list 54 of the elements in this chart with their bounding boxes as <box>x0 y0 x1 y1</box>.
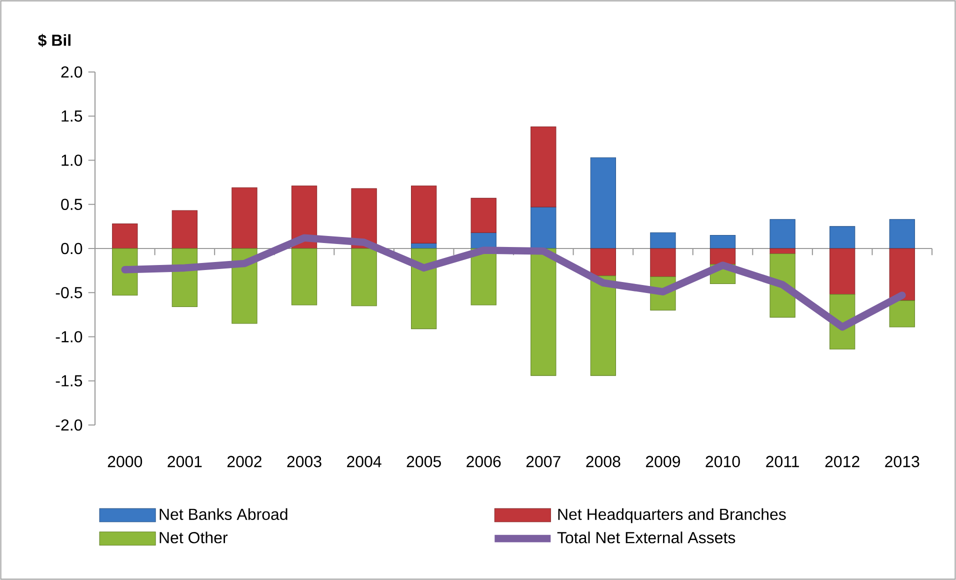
legend-label: Net Banks Abroad <box>160 508 288 520</box>
x-tick-label: 2002 <box>227 456 262 468</box>
y-axis-title: $ Bil <box>38 34 70 47</box>
y-tick-label: -2.0 <box>56 419 82 431</box>
bar <box>829 226 856 249</box>
x-tick-label: 2000 <box>108 456 142 468</box>
x-tick-label: 2011 <box>766 456 799 468</box>
bar <box>889 219 915 249</box>
bar <box>770 248 796 254</box>
bar <box>829 248 856 295</box>
x-tick-label: 2013 <box>885 456 920 468</box>
y-tick-label: -0.5 <box>56 286 82 298</box>
y-tick-label: -1.0 <box>56 331 82 342</box>
y-tick-label: 0.5 <box>61 198 82 210</box>
bar <box>411 248 437 330</box>
bar <box>351 248 377 306</box>
y-tick-label: 1.5 <box>62 110 82 122</box>
bar <box>232 187 258 249</box>
bar <box>590 157 616 249</box>
bar <box>470 198 496 233</box>
bar <box>411 186 437 244</box>
bar <box>172 210 198 249</box>
legend-label: Total Net External Assets <box>557 532 736 544</box>
bar <box>590 248 616 276</box>
x-tick-label: 2010 <box>706 456 740 468</box>
bar <box>710 234 736 249</box>
x-tick-label: 2004 <box>347 456 382 468</box>
bar <box>530 126 556 208</box>
bar <box>112 248 138 296</box>
bar <box>530 248 556 376</box>
x-tick-label: 2005 <box>406 456 441 468</box>
bar <box>710 248 736 265</box>
bar <box>291 248 318 306</box>
bar <box>770 219 796 249</box>
bar <box>590 276 616 376</box>
y-tick-label: 1.0 <box>62 154 82 166</box>
y-tick-label: 2.0 <box>61 66 82 78</box>
bar <box>530 206 556 249</box>
bar <box>650 232 676 249</box>
bar <box>889 248 915 301</box>
x-tick-label: 2012 <box>825 456 860 468</box>
x-tick-label: 2009 <box>646 456 680 468</box>
y-tick-label: 0.0 <box>61 242 82 254</box>
x-tick-label: 2006 <box>466 456 501 468</box>
legend-label: Net Headquarters and Branches <box>558 508 786 524</box>
bar <box>889 300 915 328</box>
x-tick-label: 2003 <box>287 456 322 468</box>
x-tick-label: 2008 <box>586 456 620 468</box>
x-tick-label: 2001 <box>168 456 202 468</box>
x-tick-label: 2007 <box>526 456 560 468</box>
legend-label: Net Other <box>160 532 228 544</box>
bar <box>112 224 138 249</box>
y-tick-label: -1.5 <box>56 375 82 386</box>
bar <box>650 248 676 277</box>
